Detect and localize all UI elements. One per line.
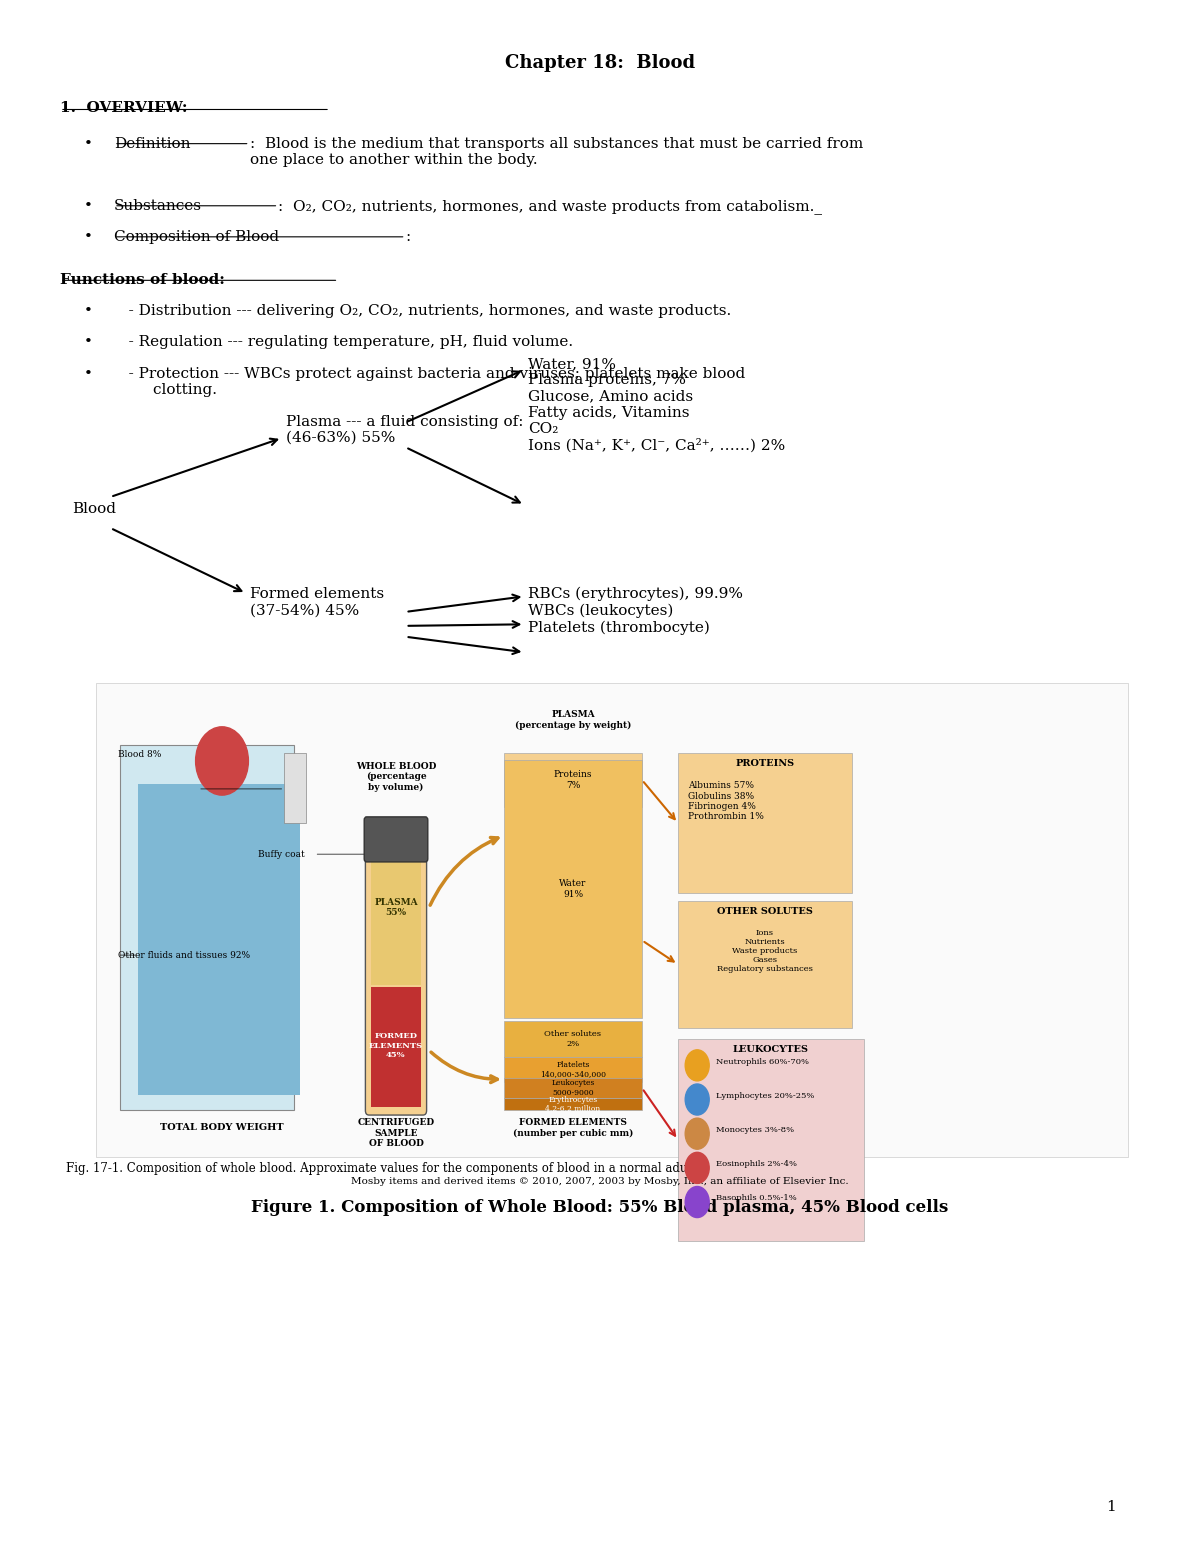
Text: CENTRIFUGED
SAMPLE
OF BLOOD: CENTRIFUGED SAMPLE OF BLOOD — [358, 1118, 434, 1148]
Circle shape — [685, 1118, 709, 1149]
Text: Eosinophils 2%-4%: Eosinophils 2%-4% — [716, 1160, 797, 1168]
Text: Other fluids and tissues 92%: Other fluids and tissues 92% — [118, 950, 250, 960]
Text: WHOLE BLOOD
(percentage
by volume): WHOLE BLOOD (percentage by volume) — [356, 763, 436, 792]
Circle shape — [196, 727, 248, 795]
Text: :  Blood is the medium that transports all substances that must be carried from
: : Blood is the medium that transports al… — [250, 137, 863, 166]
Text: PROTEINS: PROTEINS — [736, 759, 794, 769]
FancyBboxPatch shape — [504, 1022, 642, 1056]
Text: Figure 1. Composition of Whole Blood: 55% Blood plasma, 45% Blood cells: Figure 1. Composition of Whole Blood: 55… — [251, 1199, 949, 1216]
FancyBboxPatch shape — [365, 817, 427, 862]
Text: Blood 8%: Blood 8% — [118, 750, 161, 759]
Text: •: • — [84, 199, 92, 213]
FancyBboxPatch shape — [504, 761, 642, 1017]
FancyBboxPatch shape — [504, 753, 642, 808]
Text: Substances: Substances — [114, 199, 202, 213]
FancyBboxPatch shape — [284, 753, 306, 823]
Text: Water
91%: Water 91% — [559, 879, 587, 899]
Text: PLASMA
(percentage by weight): PLASMA (percentage by weight) — [515, 710, 631, 730]
FancyBboxPatch shape — [678, 753, 852, 893]
Text: - Distribution --- delivering O₂, CO₂, nutrients, hormones, and waste products.: - Distribution --- delivering O₂, CO₂, n… — [114, 304, 731, 318]
Text: OTHER SOLUTES: OTHER SOLUTES — [718, 907, 812, 916]
Text: Leukocytes
5000-9000: Leukocytes 5000-9000 — [551, 1079, 595, 1096]
Text: Platelets
140,000-340,000: Platelets 140,000-340,000 — [540, 1061, 606, 1078]
Text: FORMED
ELEMENTS
45%: FORMED ELEMENTS 45% — [368, 1033, 424, 1059]
Text: :: : — [406, 230, 410, 244]
Text: RBCs (erythrocytes), 99.9%
WBCs (leukocytes)
Platelets (thrombocyte): RBCs (erythrocytes), 99.9% WBCs (leukocy… — [528, 587, 743, 635]
Text: Albumins 57%
Globulins 38%
Fibrinogen 4%
Prothrombin 1%: Albumins 57% Globulins 38% Fibrinogen 4%… — [688, 781, 763, 822]
Text: 1.  OVERVIEW:: 1. OVERVIEW: — [60, 101, 187, 115]
Text: :  O₂, CO₂, nutrients, hormones, and waste products from catabolism._: : O₂, CO₂, nutrients, hormones, and wast… — [278, 199, 822, 214]
Text: Fig. 17-1. Composition of whole blood. Approximate values for the components of : Fig. 17-1. Composition of whole blood. A… — [66, 1162, 700, 1174]
Text: Basophils 0.5%-1%: Basophils 0.5%-1% — [716, 1194, 797, 1202]
FancyBboxPatch shape — [96, 683, 1128, 1157]
Text: Plasma --- a fluid consisting of:
(46-63%) 55%: Plasma --- a fluid consisting of: (46-63… — [286, 415, 523, 444]
Text: Definition: Definition — [114, 137, 191, 151]
FancyBboxPatch shape — [504, 1056, 642, 1082]
Text: Other solutes
2%: Other solutes 2% — [545, 1030, 601, 1048]
FancyBboxPatch shape — [678, 1039, 864, 1241]
Text: 1: 1 — [1106, 1500, 1116, 1514]
Text: Buffy coat: Buffy coat — [258, 849, 305, 859]
FancyBboxPatch shape — [678, 901, 852, 1028]
Text: Mosby items and derived items © 2010, 2007, 2003 by Mosby, Inc., an affiliate of: Mosby items and derived items © 2010, 20… — [352, 1177, 848, 1186]
FancyBboxPatch shape — [365, 826, 427, 1115]
Text: •: • — [84, 304, 92, 318]
Text: •: • — [84, 137, 92, 151]
Text: Functions of blood:: Functions of blood: — [60, 273, 224, 287]
Text: Ions
Nutrients
Waste products
Gases
Regulatory substances: Ions Nutrients Waste products Gases Regu… — [718, 929, 812, 974]
Text: Erythrocytes
4.2-6.2 million: Erythrocytes 4.2-6.2 million — [545, 1095, 601, 1114]
FancyBboxPatch shape — [372, 834, 420, 985]
Circle shape — [685, 1186, 709, 1218]
Text: TOTAL BODY WEIGHT: TOTAL BODY WEIGHT — [160, 1123, 284, 1132]
Text: Lymphocytes 20%-25%: Lymphocytes 20%-25% — [716, 1092, 815, 1100]
Text: PLASMA
55%: PLASMA 55% — [374, 898, 418, 918]
Text: •: • — [84, 335, 92, 349]
Text: •: • — [84, 367, 92, 380]
Text: Neutrophils 60%-70%: Neutrophils 60%-70% — [716, 1058, 809, 1065]
FancyBboxPatch shape — [504, 1078, 642, 1098]
Text: Formed elements
(37-54%) 45%: Formed elements (37-54%) 45% — [250, 587, 384, 617]
Text: Water, 91%
Plasma proteins, 7%
Glucose, Amino acids
Fatty acids, Vitamins
CO₂
Io: Water, 91% Plasma proteins, 7% Glucose, … — [528, 357, 785, 452]
FancyBboxPatch shape — [120, 745, 294, 1110]
FancyBboxPatch shape — [138, 784, 300, 1095]
Text: Composition of Blood: Composition of Blood — [114, 230, 280, 244]
Text: LEUKOCYTES: LEUKOCYTES — [733, 1045, 809, 1054]
Text: Monocytes 3%-8%: Monocytes 3%-8% — [716, 1126, 794, 1134]
Text: Proteins
7%: Proteins 7% — [553, 770, 593, 789]
Circle shape — [685, 1152, 709, 1183]
Circle shape — [685, 1050, 709, 1081]
Text: - Regulation --- regulating temperature, pH, fluid volume.: - Regulation --- regulating temperature,… — [114, 335, 574, 349]
Text: FORMED ELEMENTS
(number per cubic mm): FORMED ELEMENTS (number per cubic mm) — [512, 1118, 634, 1138]
FancyBboxPatch shape — [372, 988, 420, 1107]
Text: - Protection --- WBCs protect against bacteria and viruses; platelets make blood: - Protection --- WBCs protect against ba… — [114, 367, 745, 396]
Text: •: • — [84, 230, 92, 244]
Circle shape — [685, 1084, 709, 1115]
Text: Chapter 18:  Blood: Chapter 18: Blood — [505, 54, 695, 73]
FancyBboxPatch shape — [504, 1098, 642, 1110]
Text: Blood: Blood — [72, 502, 116, 517]
